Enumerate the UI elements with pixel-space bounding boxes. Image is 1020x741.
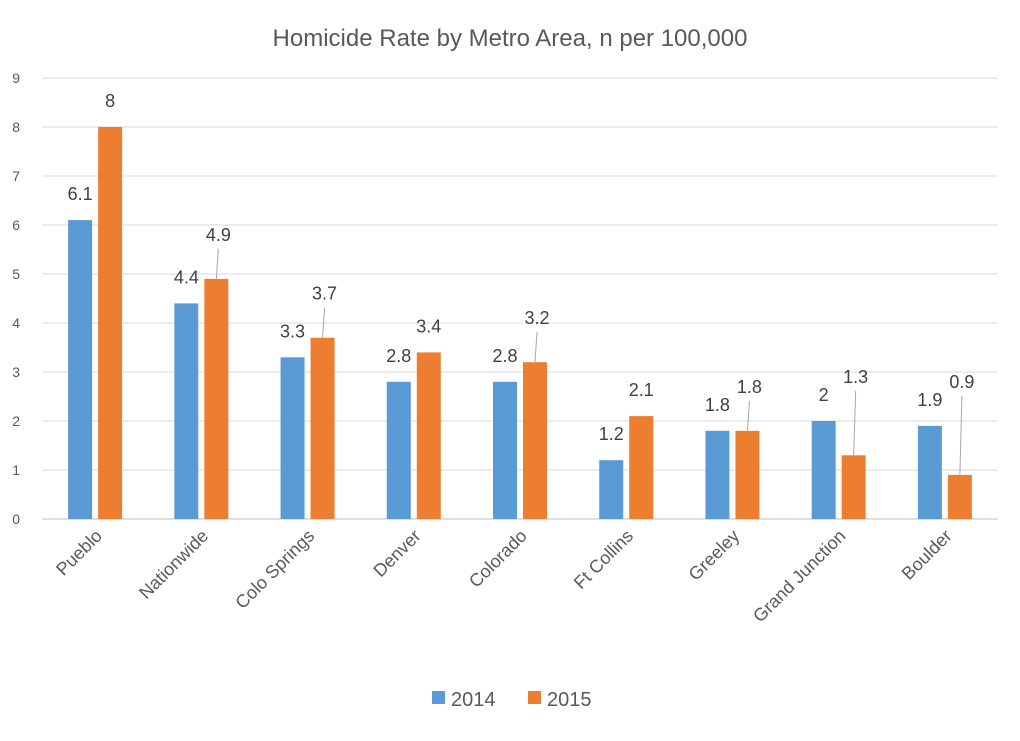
y-tick-label: 0	[12, 511, 20, 527]
data-label: 6.1	[68, 184, 93, 204]
x-tick-label: Ft Collins	[570, 526, 637, 593]
x-tick-label: Nationwide	[135, 526, 212, 603]
x-tick-label: Denver	[369, 526, 424, 581]
bar-2014-colo-springs	[280, 357, 305, 519]
y-tick-label: 9	[12, 70, 20, 86]
x-tick-label: Colo Springs	[231, 526, 318, 613]
legend: 2014 2015	[432, 689, 592, 711]
data-label-leader	[322, 307, 326, 338]
chart-title: Homicide Rate by Metro Area, n per 100,0…	[273, 25, 748, 52]
y-tick-label: 8	[12, 119, 20, 135]
bar-2015-grand-junction	[841, 455, 866, 519]
x-tick-label: Colorado	[465, 526, 531, 592]
legend-swatch	[528, 691, 541, 704]
data-label: 1.3	[843, 367, 868, 387]
gridlines	[42, 77, 998, 520]
bar-2014-boulder	[917, 425, 942, 519]
data-label-leader	[959, 395, 963, 475]
y-tick-label: 5	[12, 266, 20, 282]
y-axis: 0 1 2 3 4 5 6 7 8 9	[12, 70, 20, 527]
bar-2014-colorado	[493, 381, 517, 519]
bar-2015-boulder	[947, 474, 972, 519]
data-label: 8	[105, 91, 115, 111]
y-tick-label: 6	[12, 217, 20, 233]
data-label: 4.4	[174, 267, 199, 287]
y-tick-label: 1	[12, 462, 20, 478]
bar-2015-colorado	[523, 362, 547, 519]
data-label: 1.9	[917, 390, 942, 410]
legend-label: 2014	[451, 689, 496, 711]
bar-2014-greeley	[705, 430, 730, 519]
data-label: 3.3	[280, 321, 305, 341]
x-tick-label: Pueblo	[52, 526, 106, 580]
bars	[68, 127, 972, 519]
bar-2014-denver	[386, 381, 411, 519]
data-label-leader	[853, 390, 857, 456]
data-label: 4.9	[206, 225, 231, 245]
x-axis: Pueblo Nationwide Colo Springs Denver Colora…	[52, 526, 956, 626]
bar-2014-pueblo	[68, 220, 93, 519]
legend-swatch	[432, 691, 445, 704]
y-tick-label: 4	[12, 315, 20, 331]
x-tick-label: Boulder	[898, 526, 956, 584]
data-label: 1.2	[599, 424, 624, 444]
data-label: 0.9	[949, 372, 974, 392]
bar-2014-nationwide	[174, 303, 199, 519]
data-label-leader	[215, 248, 219, 279]
bar-2015-greeley	[735, 430, 760, 519]
bar-2015-colo-springs	[310, 337, 335, 519]
data-label: 2	[819, 385, 829, 405]
bar-2015-ft-collins	[629, 416, 654, 519]
data-label: 3.4	[416, 316, 441, 336]
data-label-leader	[746, 400, 750, 431]
data-label: 2.8	[386, 346, 411, 366]
bar-2014-grand-junction	[811, 421, 836, 519]
data-label: 3.7	[312, 284, 337, 304]
y-tick-label: 7	[12, 168, 20, 184]
data-labels: 6.184.44.93.33.72.83.42.83.21.22.11.81.8…	[68, 91, 974, 475]
bar-2015-denver	[416, 352, 441, 519]
data-label: 3.2	[524, 308, 549, 328]
data-label: 2.8	[492, 346, 517, 366]
data-label: 2.1	[629, 380, 654, 400]
data-label-leader	[534, 332, 538, 363]
x-tick-label: Grand Junction	[749, 526, 849, 626]
x-tick-label: Greeley	[685, 526, 744, 585]
bar-2015-pueblo	[98, 127, 123, 519]
data-label: 1.8	[737, 377, 762, 397]
bar-2014-ft-collins	[599, 460, 624, 519]
legend-label: 2015	[547, 689, 592, 711]
y-tick-label: 2	[12, 413, 20, 429]
y-tick-label: 3	[12, 364, 20, 380]
data-label: 1.8	[705, 395, 730, 415]
bar-2015-nationwide	[204, 278, 229, 519]
